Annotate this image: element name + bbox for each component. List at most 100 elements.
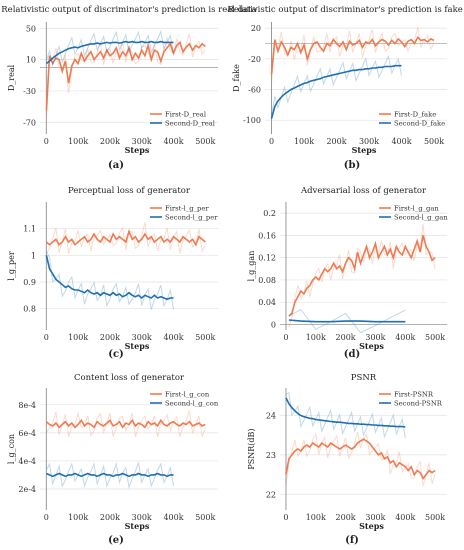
legend-entry: First-D_fake (394, 111, 436, 119)
x-tick-label: 100k (306, 333, 326, 342)
x-tick-label: 100k (68, 333, 88, 342)
x-tick-label: 500k (195, 513, 215, 522)
x-tick-label: 0 (269, 137, 274, 146)
y-axis-label: PSNR(dB) (247, 428, 256, 469)
x-axis-label: Steps (359, 521, 384, 531)
y-axis-label: D_fake (232, 64, 241, 92)
y-tick-label: 10 (26, 56, 36, 65)
y-tick-label: 0.2 (263, 209, 276, 218)
x-tick-label: 400k (163, 513, 183, 522)
y-tick-label: -70 (23, 118, 36, 127)
chart-title: Perceptual loss of generator (68, 186, 191, 196)
y-tick-label: 23 (266, 451, 276, 460)
chart-panel-1: Relativistic output of discriminator's p… (1, 5, 256, 171)
chart-panel-2: Relativistic output of discriminator's p… (228, 5, 464, 171)
x-tick-label: 200k (100, 333, 120, 342)
x-tick-label: 0 (44, 137, 49, 146)
x-tick-label: 0 (283, 333, 288, 342)
y-axis-label: l_g_con (7, 434, 16, 464)
chart-panel-5: Content loss of generator 2e-4 4e-4 6e-4 8e-… (7, 373, 219, 546)
y-tick-label: 2e-4 (18, 485, 36, 494)
panel-caption: (f) (345, 535, 359, 546)
x-tick-label: 500k (195, 333, 215, 342)
series-line-1 (270, 35, 435, 75)
x-axis-label: Steps (125, 145, 150, 155)
x-tick-label: 300k (132, 137, 152, 146)
x-axis-label: Steps (125, 341, 150, 351)
y-tick-label: 24 (266, 412, 276, 421)
series-line-1 (45, 40, 206, 111)
series-raw-line-2 (285, 392, 406, 439)
x-tick-label: 200k (336, 333, 356, 342)
x-tick-label: 400k (163, 137, 183, 146)
y-tick-label: 0.8 (23, 305, 36, 314)
chart-panel-3: Perceptual loss of generator 0.8 0.9 1 1.1 0 1… (7, 186, 218, 360)
x-tick-label: 200k (100, 513, 120, 522)
chart-title: Content loss of generator (74, 373, 185, 383)
x-tick-label: 500k (425, 513, 445, 522)
series-line-2 (46, 472, 174, 478)
y-axis-label: l_g_per (7, 251, 16, 281)
x-tick-label: 500k (425, 333, 445, 342)
series-line-1 (288, 235, 436, 317)
series-raw-line-2 (288, 308, 406, 334)
panel-caption: (a) (108, 160, 124, 171)
chart-title: Adversarial loss of generator (300, 186, 427, 196)
chart-panel-6: PSNR 22 23 24 0 100k 200k 300k 400k 500k Steps PSNR… (247, 373, 447, 546)
x-tick-label: 100k (294, 137, 314, 146)
series-raw-line-1 (271, 27, 435, 85)
x-tick-label: 500k (424, 137, 444, 146)
x-axis-label: Steps (125, 521, 150, 531)
legend-entry: Second-l_g_gan (394, 214, 448, 222)
legend-entry: Second-D_real (165, 120, 215, 128)
panel-caption: (d) (344, 349, 360, 360)
y-tick-label: 20 (251, 24, 261, 33)
x-tick-label: 300k (365, 333, 385, 342)
series-line-2 (288, 319, 406, 323)
panel-caption: (b) (344, 160, 360, 171)
legend-entry: Second-D_fake (394, 120, 445, 128)
series-raw-line-2 (45, 251, 174, 310)
y-axis-label: l_g_gan (247, 251, 256, 282)
y-tick-label: 1 (31, 251, 36, 260)
x-tick-label: 100k (68, 137, 88, 146)
x-tick-label: 400k (163, 333, 183, 342)
series-raw-line-2 (271, 54, 402, 116)
x-tick-label: 200k (326, 137, 346, 146)
panel-caption: (c) (108, 349, 124, 360)
legend-entry: First-l_g_gan (394, 205, 439, 213)
x-tick-label: 100k (306, 513, 326, 522)
series-line-1 (285, 438, 436, 481)
legend-entry: First-l_g_con (165, 391, 210, 399)
y-tick-label: 1.1 (23, 225, 36, 234)
x-tick-label: 200k (100, 137, 120, 146)
y-tick-label: 4e-4 (18, 457, 36, 466)
y-tick-label: 6e-4 (18, 429, 36, 438)
x-tick-label: 300k (359, 137, 379, 146)
legend-entry: Second-PSNR (394, 400, 443, 408)
x-tick-label: 100k (68, 513, 88, 522)
x-tick-label: 300k (365, 513, 385, 522)
y-tick-label: -30 (23, 87, 36, 96)
y-tick-label: 8e-4 (18, 401, 36, 410)
y-tick-label: -100 (243, 116, 261, 125)
y-tick-label: 0.9 (23, 278, 36, 287)
x-tick-label: 0 (44, 513, 49, 522)
x-tick-label: 300k (132, 513, 152, 522)
series-line-2 (45, 40, 174, 65)
panel-caption: (e) (108, 535, 124, 546)
chart-title: Relativistic output of discriminator's p… (1, 5, 256, 15)
chart-title: PSNR (351, 373, 377, 383)
x-tick-label: 400k (395, 333, 415, 342)
y-tick-label: 22 (266, 490, 276, 499)
legend-entry: First-D_real (165, 111, 206, 119)
series-line-1 (45, 418, 206, 429)
legend-entry: First-PSNR (394, 391, 434, 399)
x-tick-label: 500k (195, 137, 215, 146)
series-line-2 (45, 255, 174, 301)
series-line-1 (45, 228, 206, 247)
x-axis-label: Steps (352, 145, 377, 155)
chart-title: Relativistic output of discriminator's p… (228, 5, 464, 15)
y-tick-label: 0.08 (258, 276, 276, 285)
